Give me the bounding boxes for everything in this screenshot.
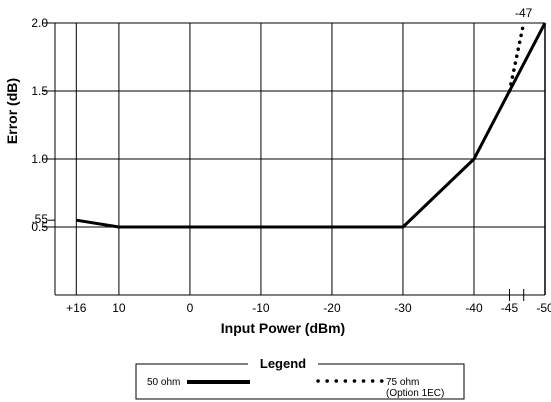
y-axis-label: Error (dB) xyxy=(4,78,20,144)
tick-labels: +16 10 0 -10 -20 -30 -40 -45 -50 .550.5 1.0 1.5 2.0 xyxy=(31,16,551,315)
legend-title-backdrop xyxy=(248,354,318,372)
legend-title: Legend xyxy=(260,356,306,371)
x-tick-label: -40 xyxy=(465,301,483,315)
legend-entry-50-ohm-label: 50 ohm xyxy=(147,377,180,388)
series-lines xyxy=(76,21,547,229)
legend-entry-75-ohm-note: (Option 1EC) xyxy=(386,388,444,399)
x-tick-label: 0 xyxy=(187,301,194,315)
series-line-50-ohm xyxy=(76,22,547,229)
x-tick-label: +16 xyxy=(66,301,87,315)
x-tick-label: -45 xyxy=(501,301,519,315)
x-tick-label: -50 xyxy=(536,301,551,315)
legend-entry-75-ohm-label: 75 ohm xyxy=(386,377,419,388)
y-tick-label: 1.0 xyxy=(31,152,48,166)
legend: Legend 50 ohm 75 ohm (Option 1EC) xyxy=(135,354,465,400)
annotation-label: -47 xyxy=(515,6,533,20)
y-tick-label: 1.5 xyxy=(31,84,48,98)
x-tick-label: 10 xyxy=(112,301,126,315)
x-tick-label: -30 xyxy=(394,301,412,315)
x-tick-label: -10 xyxy=(252,301,270,315)
y-tick-label: .55 xyxy=(31,212,48,226)
y-tick-label: 0.5 xyxy=(31,220,48,234)
x-tick-label: -20 xyxy=(323,301,341,315)
series-line-75-ohm xyxy=(507,21,526,93)
x-axis-label: Input Power (dBm) xyxy=(221,320,345,336)
grid xyxy=(42,22,546,301)
y-tick-label: 2.0 xyxy=(31,16,48,30)
